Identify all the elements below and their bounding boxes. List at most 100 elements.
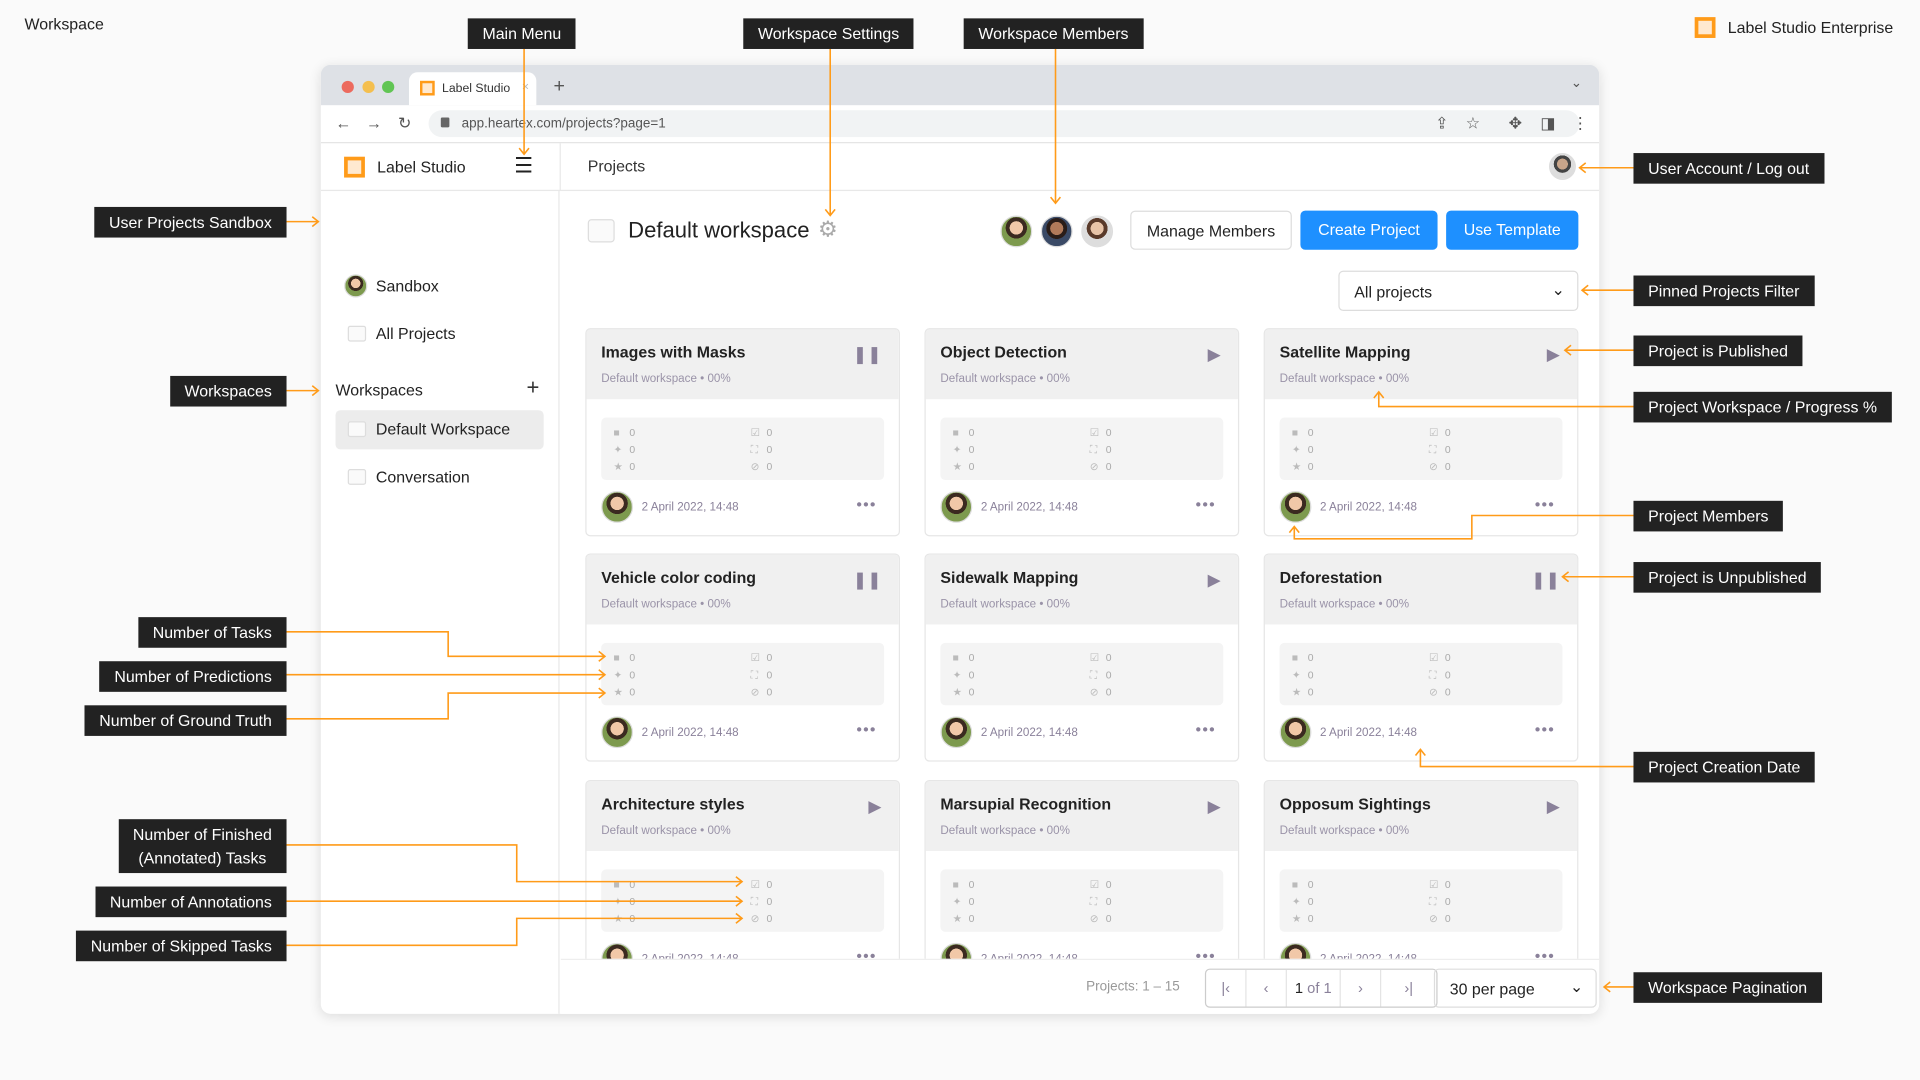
app-logo-text: Label Studio (377, 157, 466, 177)
value: 0 (1307, 877, 1314, 891)
url-field[interactable]: app.heartex.com/projects?page=1 (428, 110, 1580, 138)
forward-icon[interactable]: → (366, 113, 383, 133)
sidebar-item-sandbox[interactable]: Sandbox (336, 267, 544, 306)
creation-date: 2 April 2022, 14:48 (1320, 500, 1418, 515)
value: 0 (1105, 668, 1112, 681)
published-play-icon[interactable]: ▶ (1546, 344, 1561, 364)
project-member-avatar[interactable] (940, 716, 973, 749)
project-card[interactable]: Images with Masks Default workspace • 00%… (585, 328, 901, 537)
predictions-icon: ✦ (952, 443, 962, 456)
project-card[interactable]: Object Detection Default workspace • 00% … (924, 328, 1240, 537)
divider (559, 143, 561, 192)
connector-line (1419, 749, 1634, 768)
label: Sandbox (375, 276, 439, 296)
reload-icon[interactable]: ↻ (397, 113, 412, 133)
sidebar-item-default-workspace[interactable]: Default Workspace (335, 410, 544, 450)
project-member-avatar[interactable] (1279, 491, 1312, 523)
bookmark-star-icon[interactable]: ☆ (1465, 113, 1480, 133)
project-card[interactable]: Opposum Sightings Default workspace • 00%… (1263, 780, 1579, 989)
unpublished-pause-icon[interactable]: ❚❚ (1531, 569, 1561, 589)
checkbox-icon: ☑ (1089, 426, 1100, 439)
project-member-avatar[interactable] (940, 491, 973, 523)
value: 0 (1307, 912, 1314, 925)
tab-close-icon[interactable]: × (521, 80, 529, 95)
arrowhead (1288, 525, 1300, 534)
value: 0 (968, 877, 975, 891)
ground-truth-count: ★ 0 (953, 459, 1026, 474)
sidebar-item-all-projects[interactable]: All Projects (336, 315, 544, 354)
tab-bar: Label Studio × + ⌄ (320, 64, 1600, 106)
value: 0 (1444, 912, 1451, 925)
arrowhead (598, 669, 607, 681)
published-play-icon[interactable]: ▶ (1546, 795, 1561, 816)
project-title: Marsupial Recognition (940, 794, 1112, 814)
share-icon[interactable]: ⇪ (1435, 113, 1449, 133)
tab-list-chevron-icon[interactable]: ⌄ (1570, 75, 1583, 91)
sidebar-item-conversation[interactable]: Conversation (336, 458, 544, 497)
value: 0 (629, 877, 636, 891)
more-options-icon[interactable]: ••• (856, 494, 877, 514)
annotations-count: ⛶ 0 (1429, 667, 1502, 682)
workspace-folder-icon (587, 219, 615, 243)
more-options-icon[interactable]: ••• (856, 720, 877, 739)
annotation-label-main-menu: Main Menu (467, 18, 576, 49)
project-title: Object Detection (940, 342, 1067, 362)
more-options-icon[interactable]: ••• (1534, 494, 1556, 514)
more-options-icon[interactable]: ••• (1195, 494, 1216, 514)
member-avatar[interactable] (1040, 215, 1073, 248)
published-play-icon[interactable]: ▶ (1207, 569, 1221, 589)
main-menu-icon[interactable]: ☰ (514, 154, 533, 178)
project-title: Vehicle color coding (601, 568, 757, 587)
published-play-icon[interactable]: ▶ (1207, 795, 1221, 816)
unpublished-pause-icon[interactable]: ❚❚ (852, 569, 882, 589)
member-avatar[interactable] (1081, 215, 1114, 248)
per-page-select[interactable]: 30 per page ⌄ (1433, 968, 1597, 1008)
published-play-icon[interactable]: ▶ (868, 795, 882, 816)
unpublished-pause-icon[interactable]: ❚❚ (852, 344, 882, 364)
ground-truth-count: ★ 0 (1292, 684, 1365, 699)
user-avatar[interactable] (1548, 153, 1576, 181)
back-icon[interactable]: ← (335, 113, 352, 133)
create-project-button[interactable]: Create Project (1300, 210, 1438, 250)
maximize-window-button[interactable] (382, 80, 395, 94)
project-stats: ■ 0 ✦ 0 ★ 0 ☑ 0 ⛶ 0 ⊘ 0 (601, 417, 885, 481)
first-page-button[interactable]: |‹ (1206, 969, 1247, 1007)
project-card[interactable]: Sidewalk Mapping Default workspace • 00% … (924, 553, 1240, 762)
workspace-settings-icon[interactable]: ⚙ (817, 216, 838, 242)
project-card[interactable]: Deforestation Default workspace • 00% ❚❚ … (1263, 553, 1579, 762)
manage-members-button[interactable]: Manage Members (1130, 210, 1292, 250)
next-page-button[interactable]: › (1341, 969, 1382, 1007)
more-options-icon[interactable]: ••• (1195, 720, 1216, 739)
predictions-count: ✦ 0 (1292, 442, 1365, 457)
project-card[interactable]: Vehicle color coding Default workspace • … (585, 553, 901, 762)
member-avatar[interactable] (1000, 215, 1033, 248)
annotation-label-sandbox: User Projects Sandbox (94, 206, 287, 238)
checkbox-icon: ☑ (1089, 651, 1100, 664)
add-workspace-icon[interactable]: + (526, 374, 540, 400)
sidepanel-icon[interactable]: ◨ (1540, 113, 1556, 133)
new-tab-button[interactable]: + (553, 75, 565, 97)
more-options-icon[interactable]: ••• (1534, 720, 1556, 739)
use-template-button[interactable]: Use Template (1446, 210, 1579, 250)
published-play-icon[interactable]: ▶ (1207, 344, 1221, 364)
close-window-button[interactable] (341, 80, 354, 94)
pinned-projects-filter[interactable]: All projects ⌄ (1338, 270, 1579, 312)
annotation-icon: ⛶ (750, 895, 758, 908)
browser-menu-icon[interactable]: ⋮ (1572, 113, 1589, 133)
value: 0 (1105, 651, 1112, 664)
predictions-count: ✦ 0 (953, 894, 1026, 909)
extensions-icon[interactable]: ✥ (1508, 113, 1522, 133)
arrowhead (1414, 748, 1426, 757)
project-member-avatar[interactable] (601, 491, 634, 523)
browser-tab[interactable]: Label Studio × (408, 72, 537, 106)
line: (Annotated) Tasks (138, 848, 267, 867)
minimize-window-button[interactable] (362, 80, 375, 94)
project-member-avatar[interactable] (1279, 716, 1312, 749)
connector-line (286, 631, 605, 658)
last-page-button[interactable]: ›| (1404, 979, 1414, 997)
arrowhead (1563, 344, 1572, 356)
project-card[interactable]: Satellite Mapping Default workspace • 00%… (1263, 328, 1579, 537)
value: 0 (1444, 460, 1451, 473)
prev-page-button[interactable]: ‹ (1247, 969, 1287, 1007)
project-member-avatar[interactable] (601, 716, 634, 749)
